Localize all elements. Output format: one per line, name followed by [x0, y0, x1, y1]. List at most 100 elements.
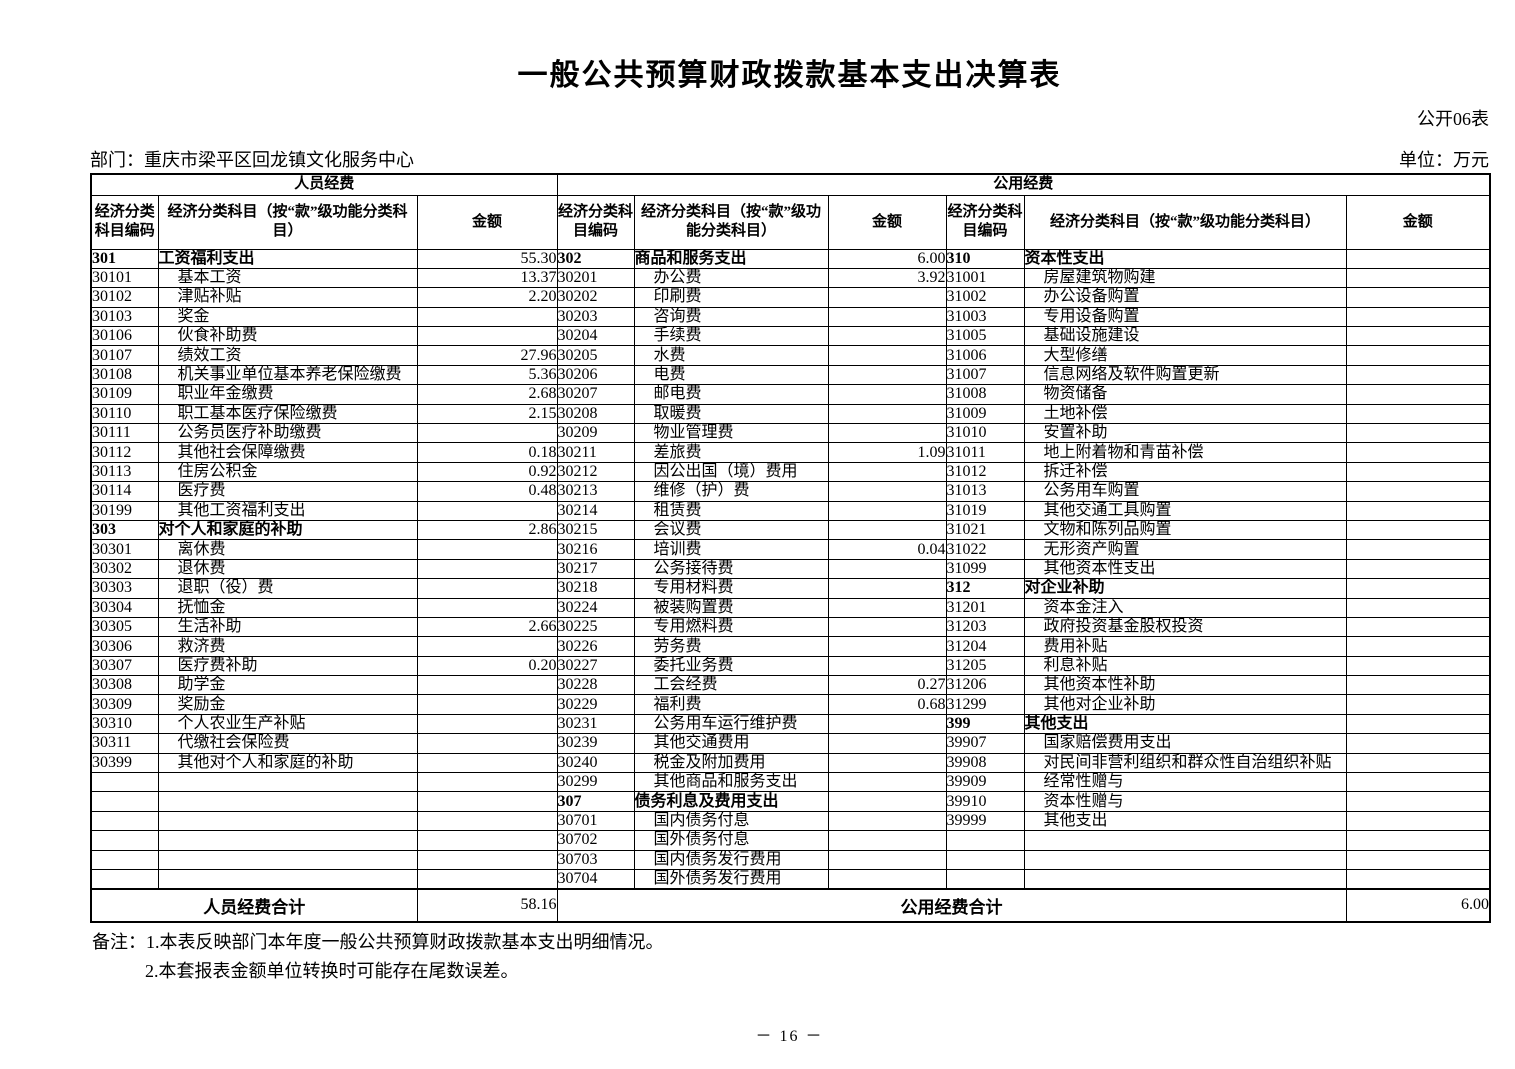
code-cell: 302	[556, 248, 635, 269]
table-row: 30309 奖励金 30229 福利费 0.68 31299 其他对企业补助	[90, 694, 1491, 715]
amount-cell	[1345, 868, 1491, 890]
amount-cell	[416, 558, 558, 580]
subject-cell: 助学金	[157, 675, 418, 696]
subject-cell: 劳务费	[633, 636, 829, 657]
code-cell: 31021	[945, 519, 1025, 541]
personnel-total-label: 人员经费合计	[90, 887, 418, 923]
notes: 备注：1.本表反映部门本年度一般公共预算财政拨款基本支出明细情况。 2.本套报表…	[92, 928, 664, 986]
code-cell: 31201	[945, 597, 1025, 618]
amount-cell	[1345, 345, 1491, 366]
table-row: 30301 离休费 30216 培训费 0.04 31022 无形资产购置	[90, 539, 1491, 560]
amount-cell	[827, 364, 947, 386]
subject-cell: 绩效工资	[157, 345, 418, 366]
code-cell: 312	[945, 578, 1025, 599]
amount-cell	[827, 713, 947, 735]
subject-cell: 物资储备	[1023, 384, 1347, 405]
subject-cell: 国内债务付息	[633, 810, 829, 832]
page-title: 一般公共预算财政拨款基本支出决算表	[517, 59, 1062, 92]
subject-cell: 公务用车购置	[1023, 481, 1347, 502]
amount-cell	[1345, 519, 1491, 541]
public-group-header: 公用经费	[556, 173, 1491, 196]
amount-cell	[416, 636, 558, 657]
amount-cell	[416, 539, 558, 560]
table-row: 301 工资福利支出 55.30 302 商品和服务支出 6.00 310 资本性支出	[90, 248, 1491, 269]
code-cell: 30106	[90, 326, 159, 347]
subject-cell: 国外债务付息	[633, 830, 829, 851]
amount-cell: 6.00	[827, 248, 947, 269]
code-cell: 30213	[556, 481, 635, 502]
code-cell	[945, 849, 1025, 871]
subject-cell: 其他对企业补助	[1023, 694, 1347, 715]
subject-cell: 伙食补助费	[157, 326, 418, 347]
subject-cell	[1023, 830, 1347, 851]
code-cell: 301	[90, 248, 159, 269]
subject-cell	[157, 772, 418, 793]
amount-cell	[1345, 539, 1491, 560]
amount-cell	[1345, 267, 1491, 289]
subject-cell: 其他交通费用	[633, 733, 829, 754]
subject-cell: 工会经费	[633, 675, 829, 696]
amount-cell	[827, 481, 947, 502]
amount-cell: 13.37	[416, 267, 558, 289]
department-label: 部门：重庆市梁平区回龙镇文化服务中心	[90, 150, 414, 170]
amount-cell	[827, 345, 947, 366]
subject-cell: 差旅费	[633, 442, 829, 463]
code-cell: 30310	[90, 713, 159, 735]
amount-cell: 55.30	[416, 248, 558, 269]
subject-cell: 债务利息及费用支出	[633, 791, 829, 812]
subject-cell: 大型修缮	[1023, 345, 1347, 366]
amount-cell	[827, 616, 947, 638]
code-cell: 30107	[90, 345, 159, 366]
amount-cell	[416, 500, 558, 521]
amount-cell	[827, 868, 947, 890]
code-cell: 30108	[90, 364, 159, 386]
amount-cell	[827, 326, 947, 347]
subject-cell: 奖励金	[157, 694, 418, 715]
subject-cell: 机关事业单位基本养老保险缴费	[157, 364, 418, 386]
code-cell: 30215	[556, 519, 635, 541]
table-row: 30103 奖金 30203 咨询费 31003 专用设备购置	[90, 306, 1491, 328]
code-cell: 31019	[945, 500, 1025, 521]
amount-cell	[416, 713, 558, 735]
subject-cell: 国外债务发行费用	[633, 868, 829, 890]
code-cell	[945, 868, 1025, 890]
subject-cell: 房屋建筑物购建	[1023, 267, 1347, 289]
subject-cell: 印刷费	[633, 287, 829, 308]
code-cell: 30306	[90, 636, 159, 657]
code-cell: 31005	[945, 326, 1025, 347]
amount-cell: 0.48	[416, 481, 558, 502]
amount-cell	[827, 578, 947, 599]
code-cell: 31203	[945, 616, 1025, 638]
table-row: 30107 绩效工资 27.96 30205 水费 31006 大型修缮	[90, 345, 1491, 366]
code-cell: 30199	[90, 500, 159, 521]
code-cell: 30113	[90, 461, 159, 483]
amount-cell	[416, 326, 558, 347]
col-header-subject: 经济分类科目（按“款”级功能分类科目）	[1023, 194, 1347, 250]
subject-cell: 国内债务发行费用	[633, 849, 829, 871]
subject-cell: 咨询费	[633, 306, 829, 328]
amount-cell	[827, 752, 947, 774]
code-cell: 39908	[945, 752, 1025, 774]
amount-cell	[827, 558, 947, 580]
amount-cell: 2.20	[416, 287, 558, 308]
table-row: 30304 抚恤金 30224 被装购置费 31201 资本金注入	[90, 597, 1491, 618]
amount-cell	[416, 423, 558, 444]
code-cell: 31006	[945, 345, 1025, 366]
subject-cell: 安置补助	[1023, 423, 1347, 444]
subject-cell: 资本性支出	[1023, 248, 1347, 269]
table-row: 30311 代缴社会保险费 30239 其他交通费用 39907 国家赔偿费用支出	[90, 733, 1491, 754]
amount-cell	[1345, 306, 1491, 328]
amount-cell	[1345, 248, 1491, 269]
subject-cell: 个人农业生产补贴	[157, 713, 418, 735]
code-cell: 30208	[556, 403, 635, 425]
table-row: 30306 救济费 30226 劳务费 31204 费用补贴	[90, 636, 1491, 657]
code-cell: 30214	[556, 500, 635, 521]
code-cell: 31003	[945, 306, 1025, 328]
amount-cell: 2.15	[416, 403, 558, 425]
table-row: 30308 助学金 30228 工会经费 0.27 31206 其他资本性补助	[90, 675, 1491, 696]
code-cell: 31008	[945, 384, 1025, 405]
subject-cell: 无形资产购置	[1023, 539, 1347, 560]
code-cell: 30701	[556, 810, 635, 832]
totals-row: 人员经费合计 58.16 公用经费合计 6.00	[90, 887, 1491, 923]
subject-cell: 抚恤金	[157, 597, 418, 618]
